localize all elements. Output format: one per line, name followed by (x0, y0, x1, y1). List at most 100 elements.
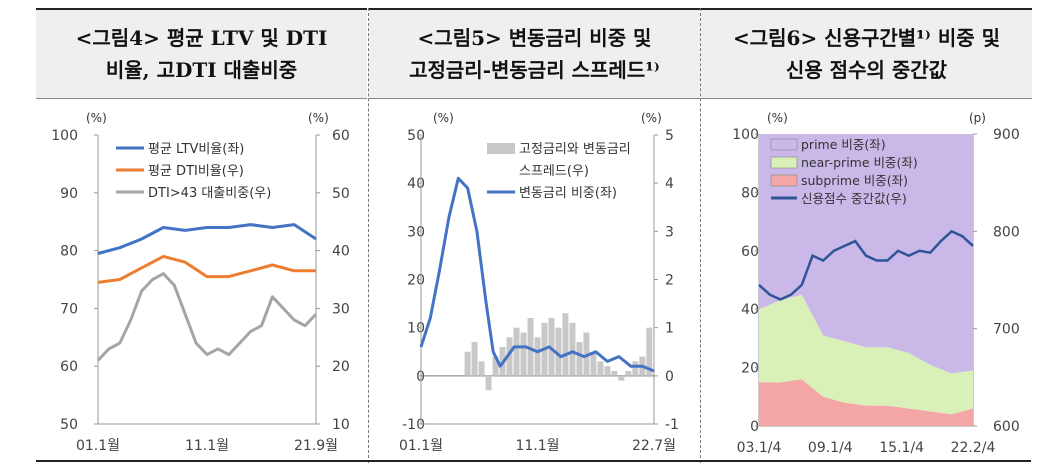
right-tick-label: 3 (665, 224, 674, 240)
x-tick-label: 22.7월 (632, 438, 676, 454)
bar (604, 366, 611, 376)
left-axis-unit: (%) (86, 111, 107, 125)
right-tick-label: 30 (332, 301, 350, 317)
bar (618, 375, 625, 381)
chart-panel-1: <그림4> 평균 LTV 및 DTI 비율, 고DTI 대출비중 (%) (%) 5… (36, 8, 367, 463)
left-tick-label: 100 (732, 127, 759, 143)
x-tick-label: 03.1/4 (737, 440, 782, 456)
left-tick-label: 40 (741, 302, 759, 318)
chart-title-line: <그림5> 변동금리 비중 및 (417, 26, 652, 50)
right-tick-label: 40 (332, 244, 350, 260)
bottom-rule (36, 460, 1031, 462)
x-tick-label: 01.1월 (399, 438, 443, 454)
x-tick-label: 22.2/4 (951, 440, 996, 456)
chart-title-line: 비율, 고DTI 대출비중 (105, 58, 298, 82)
right-tick-label: 2 (665, 273, 674, 289)
area-series (759, 294, 973, 415)
bar (625, 371, 632, 376)
legend-swatch (770, 138, 798, 151)
legend-label: near-prime 비중(좌) (801, 155, 918, 170)
right-tick-label: 10 (332, 417, 350, 433)
x-tick-label: 11.1월 (185, 438, 229, 454)
chart-panel-2: <그림5> 변동금리 비중 및 고정금리-변동금리 스프레드¹⁾ (%) (%) -… (369, 8, 700, 463)
chart-title-1: <그림4> 평균 LTV 및 DTI 비율, 고DTI 대출비중 (36, 8, 367, 99)
left-tick-label: 0 (750, 419, 759, 435)
bar (646, 327, 653, 376)
legend-label: 평균 DTI비율(우) (148, 164, 244, 179)
legend-label: 평균 LTV비율(좌) (148, 142, 244, 157)
left-tick-label: 20 (741, 361, 759, 377)
bar (611, 371, 618, 376)
panel-divider (368, 8, 369, 463)
chart-title-3: <그림6> 신용구간별¹⁾ 비중 및 신용 점수의 중간값 (701, 8, 1032, 99)
right-tick-label: 4 (665, 176, 674, 192)
bar (590, 351, 597, 376)
bar (597, 361, 604, 376)
line-series (758, 229, 974, 301)
left-tick-label: 40 (407, 176, 425, 192)
legend-label: 고정금리와 변동금리 (519, 142, 631, 157)
chart-title-2: <그림5> 변동금리 비중 및 고정금리-변동금리 스프레드¹⁾ (369, 8, 700, 99)
legend-label: prime 비중(좌) (801, 137, 886, 152)
left-tick-label: 20 (407, 273, 425, 289)
bar (492, 356, 499, 376)
left-tick-label: 100 (51, 128, 78, 144)
legend-label: 신용점수 중간값(우) (801, 191, 907, 206)
right-tick-label: -1 (665, 417, 679, 433)
bar (534, 337, 541, 376)
line-series (419, 176, 655, 373)
left-tick-label: 60 (60, 359, 78, 375)
x-tick-label: 01.1월 (76, 438, 120, 454)
chart-title-line: 신용 점수의 중간값 (785, 58, 948, 82)
bar (527, 318, 534, 376)
right-tick-label: 20 (332, 359, 350, 375)
bar (506, 337, 513, 376)
right-tick-label: 1 (665, 321, 674, 337)
right-tick-label: 60 (332, 128, 350, 144)
chart-title-line: 고정금리-변동금리 스프레드¹⁾ (409, 58, 660, 82)
chart-panel-3: <그림6> 신용구간별¹⁾ 비중 및 신용 점수의 중간값 (%) (p) 0 20 4… (701, 8, 1032, 463)
bar (562, 313, 569, 376)
left-tick-label: 80 (60, 244, 78, 260)
bar (576, 342, 583, 376)
x-tick-label: 09.1/4 (808, 440, 853, 456)
legend-swatch (770, 156, 798, 169)
bar (520, 332, 527, 376)
bar (555, 327, 562, 376)
bar (513, 327, 520, 376)
right-tick-label: 5 (665, 128, 674, 144)
left-tick-label: 10 (407, 321, 425, 337)
legend-label: subprime 비중(좌) (801, 173, 908, 188)
right-tick-label: 800 (993, 224, 1020, 240)
legend-label: 변동금리 비중(좌) (519, 186, 617, 201)
x-tick-label: 11.1월 (515, 438, 559, 454)
bar (569, 322, 576, 376)
left-tick-label: 50 (407, 128, 425, 144)
line-series (97, 223, 317, 255)
right-axis-unit: (%) (641, 111, 662, 125)
bar (632, 361, 639, 376)
bar (478, 361, 485, 376)
legend-swatch (770, 174, 798, 187)
legend-label: 스프레드(우) (519, 164, 589, 179)
line-series (97, 254, 316, 284)
chart-3: (%) (p) 0 20 40 60 80 100 600 700 800 900 03.1/4 09.1… (732, 111, 1020, 456)
left-axis-unit: (%) (433, 111, 454, 125)
legend-label: DTI>43 대출비중(우) (148, 186, 271, 201)
right-tick-label: 700 (993, 322, 1020, 338)
chart-1: (%) (%) 50 60 70 80 90 100 10 20 30 40 50 60 01.1월 11.1… (51, 111, 350, 454)
right-axis-unit: (p) (969, 111, 986, 125)
bar (485, 375, 492, 391)
right-tick-label: 900 (993, 127, 1020, 143)
left-tick-label: 70 (60, 301, 78, 317)
left-tick-label: 60 (741, 244, 759, 260)
left-tick-label: 50 (60, 417, 78, 433)
chart-title-line: <그림4> 평균 LTV 및 DTI (75, 26, 328, 50)
figure: <그림4> 평균 LTV 및 DTI 비율, 고DTI 대출비중 (%) (%) 5… (36, 8, 1032, 463)
right-tick-label: 50 (332, 186, 350, 202)
left-tick-label: 90 (60, 186, 78, 202)
legend-swatch (487, 143, 515, 154)
left-tick-label: 80 (741, 185, 759, 201)
x-tick-label: 21.9월 (294, 438, 338, 454)
chart-2: (%)(%)-1001020304050-101234501.1월11.1월22… (399, 111, 679, 454)
